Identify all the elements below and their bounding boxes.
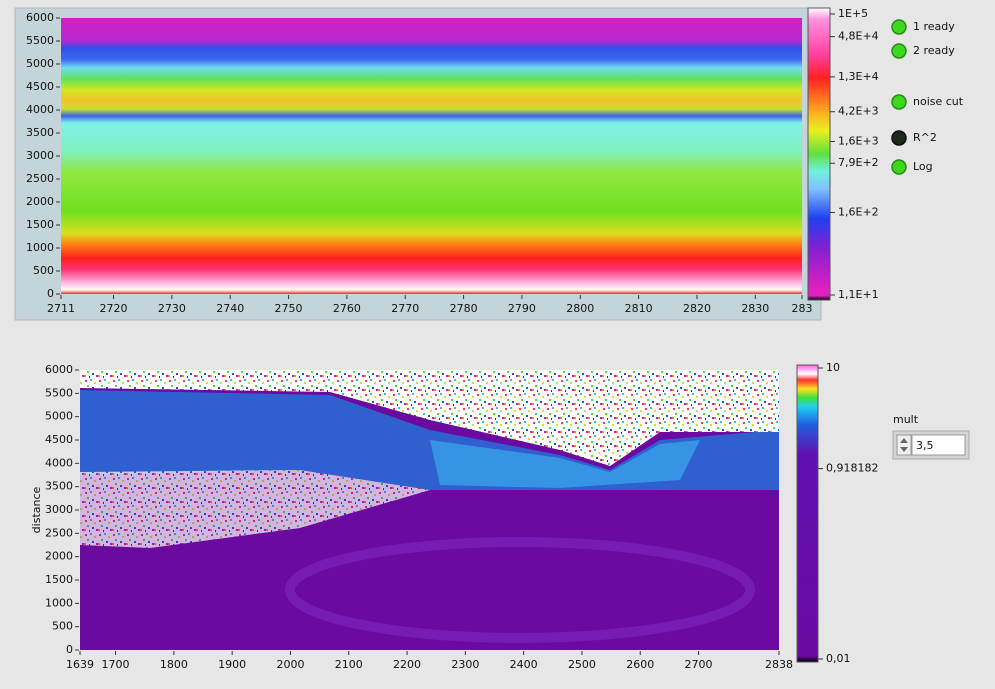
x-tick-label: 2760 [333, 302, 361, 315]
y-tick-label: 1000 [26, 241, 54, 254]
scale-tick-label: 10 [826, 361, 840, 374]
y-tick-label: 1000 [45, 596, 73, 609]
led [891, 94, 907, 110]
y-tick-label: 3500 [26, 126, 54, 139]
y-tick-label: 3500 [45, 480, 73, 493]
color-scale [807, 7, 831, 301]
x-tick-label: 2500 [568, 658, 596, 671]
x-tick-label: 2720 [100, 302, 128, 315]
control-label: mult [893, 413, 919, 426]
led-label: R^2 [913, 131, 937, 144]
scale-tick-label: 0,918182 [826, 462, 879, 475]
y-tick-label: 0 [66, 643, 73, 656]
image-noise [80, 370, 779, 466]
x-tick-label: 2711 [47, 302, 75, 315]
image-band [285, 537, 755, 643]
x-tick-label: 2100 [335, 658, 363, 671]
scale-tick-label: 1,6E+2 [838, 205, 879, 218]
image-noise [80, 470, 430, 548]
color-scale [796, 364, 819, 663]
x-tick-label: 1800 [160, 658, 188, 671]
scale-tick-label: 4,8E+4 [838, 30, 879, 43]
y-tick-label: 2000 [45, 550, 73, 563]
scale-tick-label: 1,3E+4 [838, 70, 879, 83]
x-tick-label: 2790 [508, 302, 536, 315]
y-tick-label: 4000 [45, 456, 73, 469]
x-tick-label: 1700 [102, 658, 130, 671]
numeric-field[interactable] [911, 434, 966, 456]
image-region [80, 390, 779, 490]
scale-tick-label: 1,6E+3 [838, 134, 879, 147]
y-tick-label: 4000 [26, 103, 54, 116]
y-tick-label: 5500 [45, 386, 73, 399]
led-label: Log [913, 160, 933, 173]
intensity-image [80, 370, 779, 650]
y-tick-label: 2500 [26, 172, 54, 185]
y-tick-label: 5000 [26, 57, 54, 70]
led [891, 159, 907, 175]
y-tick-label: 2000 [26, 195, 54, 208]
scale-tick-label: 1E+5 [838, 7, 868, 20]
y-tick-label: 1500 [26, 218, 54, 231]
y-tick-label: 0 [47, 287, 54, 300]
x-tick-label: 2000 [276, 658, 304, 671]
x-tick-label: 283 [792, 302, 813, 315]
led [891, 43, 907, 59]
led [891, 130, 907, 146]
y-tick-label: 4500 [26, 80, 54, 93]
y-tick-label: 500 [52, 620, 73, 633]
led-label: 2 ready [913, 44, 955, 57]
image-region [430, 440, 700, 488]
y-tick-label: 5000 [45, 410, 73, 423]
x-tick-label: 1639 [66, 658, 94, 671]
intensity-image [61, 18, 802, 294]
increment-buttons[interactable] [896, 434, 912, 456]
y-tick-label: 2500 [45, 526, 73, 539]
x-tick-label: 2730 [158, 302, 186, 315]
x-tick-label: 2740 [216, 302, 244, 315]
x-tick-label: 1900 [218, 658, 246, 671]
y-tick-label: 6000 [45, 363, 73, 376]
numeric-value: 3,5 [916, 439, 934, 452]
x-tick-label: 2750 [275, 302, 303, 315]
x-tick-label: 2830 [741, 302, 769, 315]
x-tick-label: 2600 [626, 658, 654, 671]
x-tick-label: 2838 [765, 658, 793, 671]
x-tick-label: 2400 [510, 658, 538, 671]
x-tick-label: 2810 [625, 302, 653, 315]
arrows [900, 438, 908, 452]
y-axis-label: distance [30, 486, 43, 533]
x-tick-label: 2800 [566, 302, 594, 315]
y-tick-label: 5500 [26, 34, 54, 47]
scale-tick-label: 0,01 [826, 652, 851, 665]
y-tick-label: 4500 [45, 433, 73, 446]
led-label: 1 ready [913, 20, 955, 33]
x-tick-label: 2700 [685, 658, 713, 671]
y-tick-label: 6000 [26, 11, 54, 24]
x-tick-label: 2780 [450, 302, 478, 315]
y-tick-label: 1500 [45, 573, 73, 586]
x-tick-label: 2820 [683, 302, 711, 315]
led-label: noise cut [913, 95, 964, 108]
y-tick-label: 500 [33, 264, 54, 277]
x-tick-label: 2200 [393, 658, 421, 671]
scale-tick-label: 4,2E+3 [838, 105, 879, 118]
scale-tick-label: 7,9E+2 [838, 156, 879, 169]
y-tick-label: 3000 [45, 503, 73, 516]
x-tick-label: 2300 [451, 658, 479, 671]
x-tick-label: 2770 [391, 302, 419, 315]
y-tick-label: 3000 [26, 149, 54, 162]
led [891, 19, 907, 35]
scale-tick-label: 1,1E+1 [838, 288, 879, 301]
